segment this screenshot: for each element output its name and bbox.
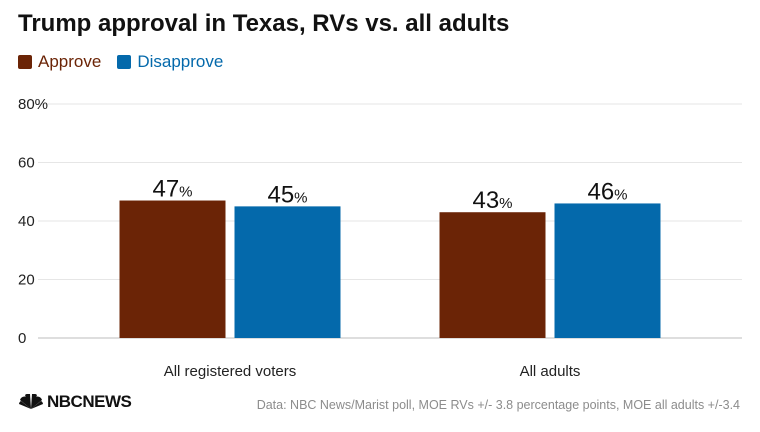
nbc-news-logo: NBCNEWS (18, 392, 132, 412)
legend-swatch-approve (18, 55, 32, 69)
x-category-label: All adults (520, 363, 581, 380)
y-tick-label: 40 (18, 213, 35, 230)
bar-value-label: 43% (472, 187, 512, 214)
y-tick-label: 80% (18, 96, 48, 113)
bar-disapprove (234, 206, 341, 338)
bar-approve (439, 212, 546, 338)
source-note: Data: NBC News/Marist poll, MOE RVs +/- … (256, 398, 740, 412)
chart-title: Trump approval in Texas, RVs vs. all adu… (18, 10, 510, 37)
bar-disapprove (554, 203, 661, 338)
bar-approve (119, 200, 226, 338)
bar-value-label: 46% (587, 178, 627, 205)
legend-item-disapprove: Disapprove (117, 52, 223, 72)
legend-label-disapprove: Disapprove (137, 52, 224, 71)
nbc-news-logo-text: NBCNEWS (47, 392, 132, 411)
peacock-icon (19, 394, 43, 409)
y-tick-label: 0 (18, 330, 26, 347)
legend-label-approve: Approve (38, 52, 102, 71)
legend: Approve Disapprove (18, 52, 239, 72)
x-category-label: All registered voters (164, 363, 297, 380)
y-tick-label: 20 (18, 272, 35, 289)
legend-swatch-disapprove (117, 55, 132, 69)
bar-value-label: 47% (152, 176, 192, 203)
y-tick-label: 60 (18, 155, 35, 172)
bar-value-label: 45% (267, 181, 307, 208)
legend-item-approve: Approve (18, 52, 101, 72)
